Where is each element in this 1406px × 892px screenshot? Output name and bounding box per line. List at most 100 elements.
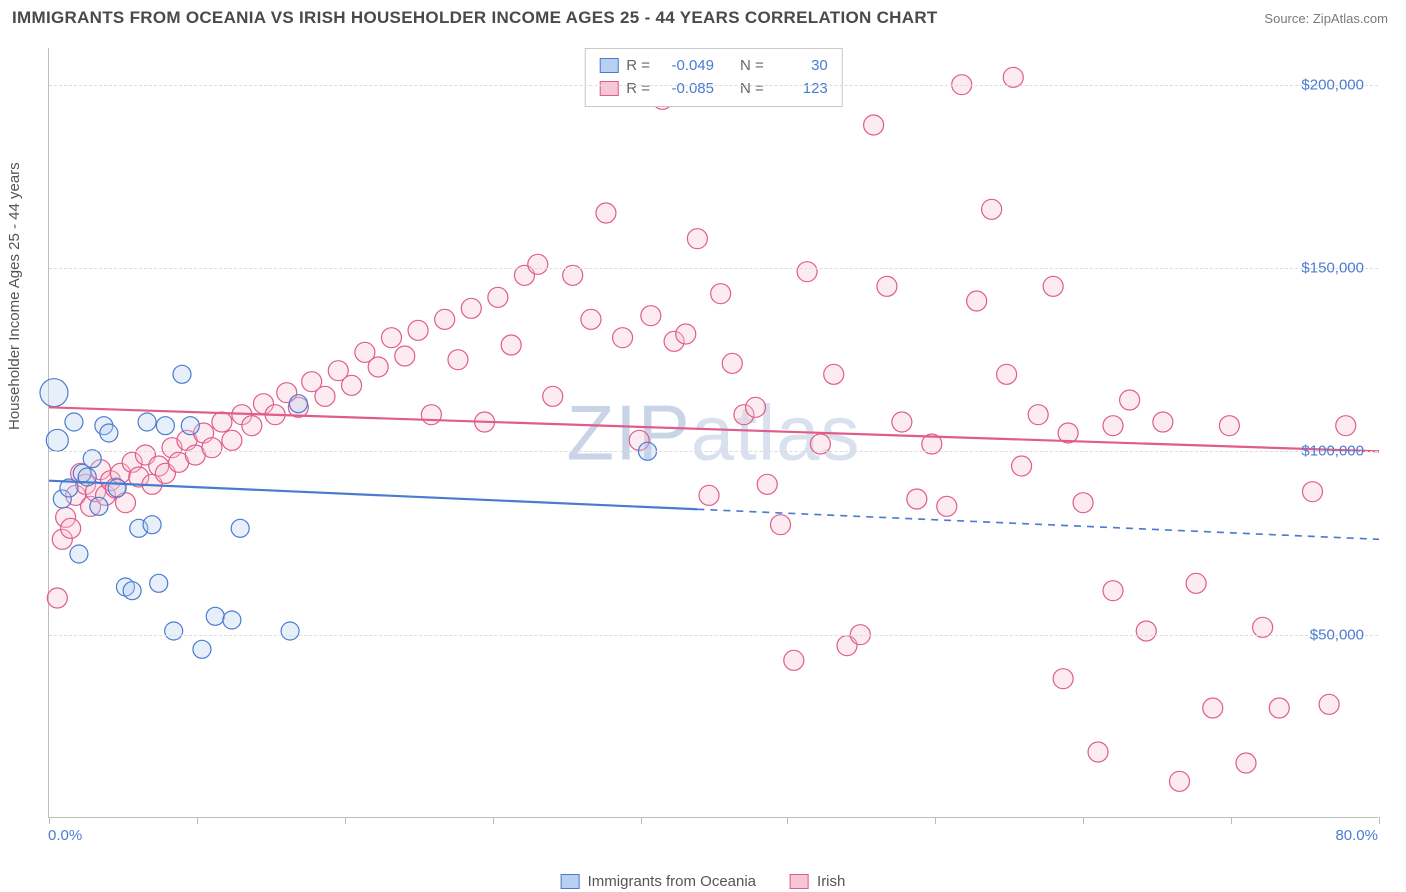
legend-row-oceania: R = -0.049 N = 30 [599, 54, 828, 77]
data-point [223, 611, 241, 629]
data-point [1120, 390, 1140, 410]
data-point [138, 413, 156, 431]
data-point [150, 574, 168, 592]
gridline-h [49, 85, 1378, 86]
data-point [784, 650, 804, 670]
data-point [1073, 493, 1093, 513]
data-point [1103, 416, 1123, 436]
data-point [997, 364, 1017, 384]
data-point [1103, 581, 1123, 601]
swatch-blue [561, 874, 580, 889]
data-point [70, 545, 88, 563]
data-point [461, 298, 481, 318]
x-tick [493, 817, 494, 824]
x-tick [935, 817, 936, 824]
data-point [757, 474, 777, 494]
data-point [156, 417, 174, 435]
y-tick-label: $50,000 [1310, 626, 1364, 643]
gridline-h [49, 268, 1378, 269]
data-point [1319, 694, 1339, 714]
data-point [342, 375, 362, 395]
data-point [1136, 621, 1156, 641]
swatch-blue [599, 58, 618, 73]
data-point [212, 412, 232, 432]
data-point [687, 229, 707, 249]
data-point [528, 254, 548, 274]
data-point [281, 622, 299, 640]
data-point [448, 350, 468, 370]
regression-line-solid [49, 481, 697, 510]
data-point [1236, 753, 1256, 773]
data-point [289, 395, 307, 413]
legend-row-irish: R = -0.085 N = 123 [599, 77, 828, 100]
data-point [746, 397, 766, 417]
data-point [797, 262, 817, 282]
gridline-h [49, 451, 1378, 452]
data-point [165, 622, 183, 640]
data-point [1012, 456, 1032, 476]
data-point [967, 291, 987, 311]
x-tick [1379, 817, 1380, 824]
data-point [596, 203, 616, 223]
data-point [937, 496, 957, 516]
scatter-plot-svg [49, 48, 1378, 817]
y-tick-label: $200,000 [1301, 76, 1364, 93]
data-point [501, 335, 521, 355]
data-point [395, 346, 415, 366]
data-point [231, 519, 249, 537]
data-point [143, 516, 161, 534]
correlation-legend: R = -0.049 N = 30 R = -0.085 N = 123 [584, 48, 843, 107]
series-legend: Immigrants from Oceania Irish [561, 873, 846, 890]
data-point [315, 386, 335, 406]
y-tick-label: $100,000 [1301, 443, 1364, 460]
chart-title: IMMIGRANTS FROM OCEANIA VS IRISH HOUSEHO… [12, 8, 938, 28]
data-point [1336, 416, 1356, 436]
data-point [581, 309, 601, 329]
data-point [877, 276, 897, 296]
x-tick [197, 817, 198, 824]
data-point [46, 429, 68, 451]
data-point [1269, 698, 1289, 718]
data-point [65, 413, 83, 431]
legend-item-irish: Irish [790, 873, 845, 890]
data-point [1043, 276, 1063, 296]
x-max-label: 80.0% [1335, 827, 1378, 844]
data-point [83, 450, 101, 468]
data-point [108, 479, 126, 497]
data-point [90, 497, 108, 515]
data-point [1219, 416, 1239, 436]
data-point [907, 489, 927, 509]
data-point [1186, 573, 1206, 593]
x-tick [787, 817, 788, 824]
x-tick [345, 817, 346, 824]
data-point [982, 199, 1002, 219]
swatch-pink [790, 874, 809, 889]
data-point [368, 357, 388, 377]
legend-item-oceania: Immigrants from Oceania [561, 873, 756, 890]
data-point [722, 353, 742, 373]
data-point [1053, 669, 1073, 689]
data-point [173, 365, 191, 383]
x-tick [49, 817, 50, 824]
data-point [1153, 412, 1173, 432]
data-point [61, 518, 81, 538]
data-point [181, 417, 199, 435]
data-point [676, 324, 696, 344]
data-point [1088, 742, 1108, 762]
y-tick-label: $150,000 [1301, 260, 1364, 277]
x-tick [1083, 817, 1084, 824]
data-point [206, 607, 224, 625]
data-point [613, 328, 633, 348]
data-point [193, 640, 211, 658]
data-point [1170, 771, 1190, 791]
data-point [381, 328, 401, 348]
data-point [892, 412, 912, 432]
data-point [488, 287, 508, 307]
data-point [824, 364, 844, 384]
data-point [435, 309, 455, 329]
data-point [1303, 482, 1323, 502]
data-point [1028, 405, 1048, 425]
data-point [641, 306, 661, 326]
gridline-h [49, 635, 1378, 636]
data-point [47, 588, 67, 608]
